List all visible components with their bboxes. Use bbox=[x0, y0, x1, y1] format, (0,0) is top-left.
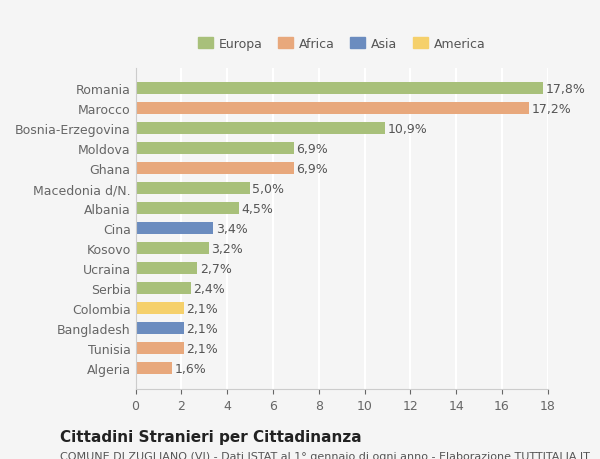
Bar bbox=[136, 283, 191, 295]
Text: 4,5%: 4,5% bbox=[241, 202, 273, 215]
Bar bbox=[136, 223, 214, 235]
Text: 2,4%: 2,4% bbox=[193, 282, 224, 295]
Text: 2,1%: 2,1% bbox=[186, 342, 218, 355]
Text: 2,1%: 2,1% bbox=[186, 322, 218, 335]
Bar bbox=[136, 163, 293, 175]
Bar bbox=[136, 183, 250, 195]
Text: COMUNE DI ZUGLIANO (VI) - Dati ISTAT al 1° gennaio di ogni anno - Elaborazione T: COMUNE DI ZUGLIANO (VI) - Dati ISTAT al … bbox=[60, 451, 590, 459]
Text: 2,7%: 2,7% bbox=[200, 262, 232, 275]
Bar bbox=[136, 123, 385, 135]
Text: Cittadini Stranieri per Cittadinanza: Cittadini Stranieri per Cittadinanza bbox=[60, 429, 362, 444]
Legend: Europa, Africa, Asia, America: Europa, Africa, Asia, America bbox=[193, 33, 491, 56]
Text: 2,1%: 2,1% bbox=[186, 302, 218, 315]
Text: 17,8%: 17,8% bbox=[545, 83, 585, 95]
Bar bbox=[136, 143, 293, 155]
Bar bbox=[136, 243, 209, 255]
Bar bbox=[136, 83, 543, 95]
Bar bbox=[136, 363, 172, 375]
Text: 5,0%: 5,0% bbox=[253, 182, 284, 196]
Text: 6,9%: 6,9% bbox=[296, 142, 328, 156]
Text: 3,4%: 3,4% bbox=[216, 222, 247, 235]
Text: 3,2%: 3,2% bbox=[211, 242, 243, 255]
Text: 6,9%: 6,9% bbox=[296, 162, 328, 175]
Text: 1,6%: 1,6% bbox=[175, 362, 206, 375]
Bar bbox=[136, 263, 197, 275]
Bar bbox=[136, 323, 184, 335]
Bar bbox=[136, 303, 184, 315]
Bar bbox=[136, 343, 184, 355]
Bar bbox=[136, 103, 529, 115]
Text: 10,9%: 10,9% bbox=[388, 123, 427, 135]
Bar bbox=[136, 203, 239, 215]
Text: 17,2%: 17,2% bbox=[532, 102, 571, 116]
